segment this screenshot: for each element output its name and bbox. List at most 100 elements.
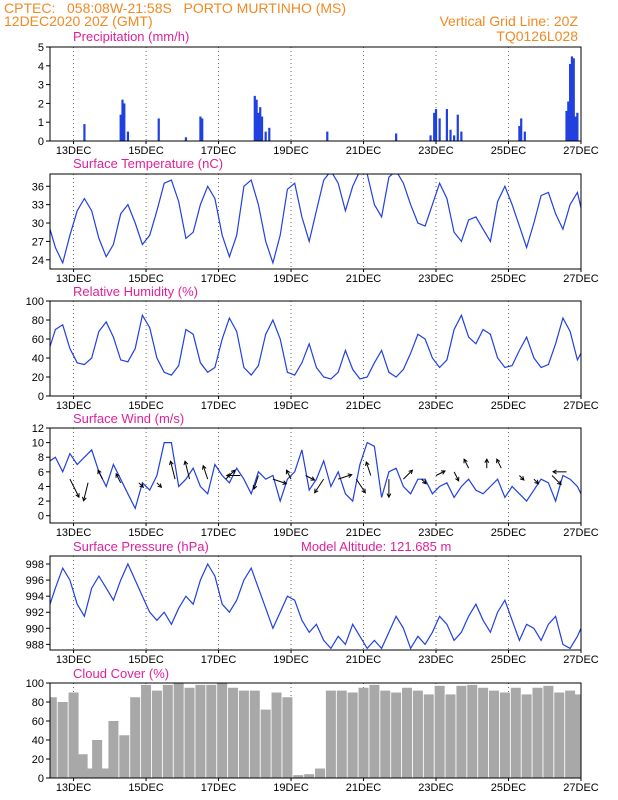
y-tick-label: 0 bbox=[38, 773, 44, 785]
y-tick-label: 2 bbox=[38, 496, 44, 508]
wind-arrow-head bbox=[230, 469, 236, 475]
x-tick-label: 15DEC bbox=[128, 527, 164, 539]
cloud-bar bbox=[543, 685, 554, 778]
wind-arrow bbox=[272, 478, 287, 485]
cloud-bar bbox=[402, 687, 413, 778]
y-tick-label: 100 bbox=[26, 678, 44, 690]
panel-title: Surface Wind (m/s) bbox=[73, 411, 184, 426]
wind-arrow-head bbox=[157, 483, 163, 489]
wind-arrow-head bbox=[314, 488, 319, 494]
x-tick-label: 19DEC bbox=[273, 145, 309, 157]
panel-title: Surface Pressure (hPa) bbox=[73, 539, 209, 554]
series-line bbox=[50, 562, 581, 650]
panel-frame bbox=[49, 300, 582, 397]
wind-arrow bbox=[533, 478, 539, 485]
y-tick-label: 0 bbox=[38, 391, 44, 403]
cloud-bar bbox=[84, 768, 95, 778]
x-tick-label: 23DEC bbox=[418, 400, 454, 412]
cloud-bar bbox=[358, 687, 369, 778]
panel-annotation: Model Altitude: 121.685 m bbox=[301, 539, 451, 554]
x-tick-label: 25DEC bbox=[491, 782, 527, 794]
panel-4 bbox=[46, 427, 582, 526]
y-tick-label: 8 bbox=[38, 452, 44, 464]
precip-bar bbox=[445, 109, 448, 141]
wind-arrow-head bbox=[463, 458, 468, 464]
cloud-bar bbox=[238, 690, 249, 778]
cloud-bar bbox=[108, 721, 119, 778]
wind-arrow bbox=[83, 482, 89, 501]
panel-title: Surface Temperature (nC) bbox=[73, 156, 223, 171]
cloud-bar bbox=[228, 687, 239, 778]
y-tick-label: 24 bbox=[32, 255, 44, 267]
wind-arrow bbox=[138, 482, 144, 488]
x-tick-label: 21DEC bbox=[346, 273, 382, 285]
x-tick-label: 15DEC bbox=[128, 782, 164, 794]
panel-title: Cloud Cover (%) bbox=[73, 666, 169, 681]
header-station: CPTEC: 058:08W-21:58S PORTO MURTINHO (MS… bbox=[4, 0, 347, 16]
x-tick-label: 23DEC bbox=[418, 654, 454, 666]
cloud-bar bbox=[347, 692, 358, 778]
x-tick-label: 13DEC bbox=[56, 654, 92, 666]
cloud-bar bbox=[99, 768, 110, 778]
precip-bar bbox=[253, 95, 256, 141]
cloud-bar bbox=[173, 683, 184, 778]
precip-bar bbox=[565, 110, 568, 141]
precip-bar bbox=[121, 99, 124, 141]
x-tick-label: 15DEC bbox=[128, 145, 164, 157]
cloud-bar bbox=[521, 694, 532, 778]
cloud-bar bbox=[119, 735, 130, 778]
plot-area bbox=[83, 56, 579, 141]
precip-bar bbox=[453, 135, 456, 141]
plot-area bbox=[50, 683, 581, 778]
precip-bar bbox=[438, 118, 441, 141]
panel-2 bbox=[46, 173, 582, 272]
x-tick-label: 13DEC bbox=[56, 782, 92, 794]
panel-1 bbox=[46, 46, 582, 144]
wind-arrow bbox=[170, 461, 176, 480]
x-tick-label: 27DEC bbox=[563, 145, 599, 157]
cloud-bar bbox=[572, 694, 581, 778]
cloud-bar bbox=[184, 687, 195, 778]
x-tick-label: 19DEC bbox=[273, 654, 309, 666]
wind-arrow bbox=[97, 469, 104, 480]
wind-arrow-head bbox=[484, 458, 490, 463]
series-line bbox=[50, 174, 581, 265]
cloud-bar bbox=[532, 687, 543, 778]
precip-bar bbox=[157, 118, 160, 141]
wind-arrow bbox=[115, 473, 122, 484]
y-tick-label: 40 bbox=[32, 353, 44, 365]
x-tick-label: 15DEC bbox=[128, 400, 164, 412]
wind-arrow bbox=[519, 475, 525, 481]
wind-arrow-head bbox=[115, 472, 120, 478]
precip-bar bbox=[257, 112, 260, 141]
x-tick-label: 27DEC bbox=[563, 654, 599, 666]
panel-frame bbox=[49, 173, 582, 270]
cloud-bar bbox=[489, 690, 500, 778]
wind-arrow bbox=[355, 478, 366, 493]
cloud-bar bbox=[412, 690, 423, 778]
panel-frame bbox=[49, 555, 582, 651]
y-tick-label: 3 bbox=[38, 80, 44, 92]
wind-arrow-head bbox=[97, 469, 102, 475]
wind-arrow-head bbox=[551, 469, 557, 475]
plot-area bbox=[50, 562, 581, 650]
wind-arrow-head bbox=[75, 493, 80, 499]
x-tick-label: 17DEC bbox=[201, 527, 237, 539]
y-tick-label: 4 bbox=[38, 61, 44, 73]
x-tick-label: 25DEC bbox=[491, 145, 527, 157]
wind-arrow-head bbox=[252, 485, 258, 490]
wind-arrow-head bbox=[519, 476, 525, 481]
precip-bar bbox=[518, 125, 521, 141]
cloud-bar bbox=[151, 690, 162, 778]
wind-arrow-head bbox=[557, 480, 562, 486]
y-tick-label: 6 bbox=[38, 467, 44, 479]
cloud-bar bbox=[68, 692, 79, 778]
y-tick-label: 992 bbox=[26, 607, 44, 619]
y-tick-label: 994 bbox=[26, 591, 44, 603]
wind-arrow-head bbox=[183, 460, 189, 466]
cloud-bar bbox=[162, 684, 173, 778]
precip-bar bbox=[567, 101, 570, 141]
wind-arrow-head bbox=[310, 476, 316, 481]
wind-arrow-head bbox=[422, 479, 427, 485]
cloud-bar bbox=[130, 697, 141, 778]
